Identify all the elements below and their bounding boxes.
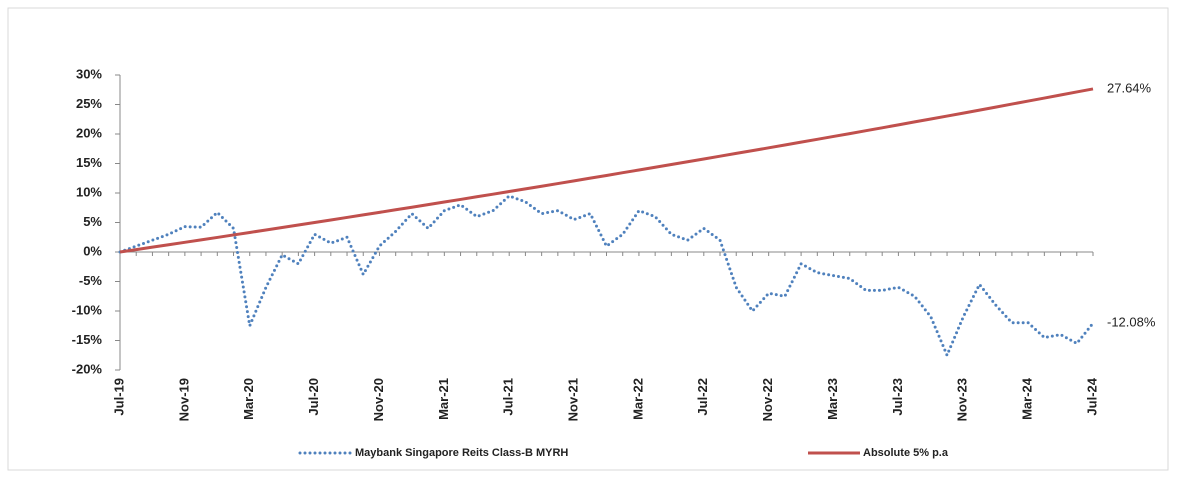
y-tick-label: -15% — [72, 332, 103, 347]
y-tick-label: -10% — [72, 302, 103, 317]
y-tick-label: 25% — [76, 96, 102, 111]
series-line — [118, 194, 1095, 357]
y-tick-label: 30% — [76, 66, 102, 81]
x-tick-label: Jul-24 — [1084, 377, 1099, 415]
series-line — [119, 87, 1094, 254]
y-tick-label: 15% — [76, 155, 102, 170]
legend-label: Maybank Singapore Reits Class-B MYRH — [355, 447, 568, 459]
y-tick-label: 5% — [83, 214, 102, 229]
y-tick-label: 10% — [76, 184, 102, 199]
x-tick-label: Nov-23 — [955, 378, 970, 421]
x-tick-label: Mar-22 — [630, 378, 645, 420]
x-tick-label: Nov-22 — [760, 378, 775, 421]
y-tick-label: -20% — [72, 361, 103, 376]
x-tick-label: Jul-20 — [306, 378, 321, 416]
x-tick-label: Jul-23 — [890, 378, 905, 416]
x-tick-label: Nov-21 — [566, 378, 581, 421]
value-label: -12.08% — [1107, 315, 1156, 330]
value-label: 27.64% — [1107, 80, 1152, 95]
x-tick-label: Nov-20 — [371, 378, 386, 421]
y-tick-label: -5% — [79, 273, 103, 288]
legend-label: Absolute 5% p.a — [863, 447, 949, 459]
x-tick-label: Nov-19 — [176, 378, 191, 421]
x-tick-label: Mar-23 — [825, 378, 840, 420]
x-tick-label: Jul-21 — [501, 378, 516, 416]
y-tick-label: 20% — [76, 125, 102, 140]
x-tick-label: Mar-20 — [241, 378, 256, 420]
x-tick-label: Mar-24 — [1020, 377, 1035, 420]
chart-frame — [7, 7, 1169, 471]
x-tick-label: Mar-21 — [436, 378, 451, 420]
x-tick-label: Jul-19 — [111, 378, 126, 416]
x-tick-label: Jul-22 — [695, 378, 710, 416]
y-tick-label: 0% — [83, 243, 102, 258]
